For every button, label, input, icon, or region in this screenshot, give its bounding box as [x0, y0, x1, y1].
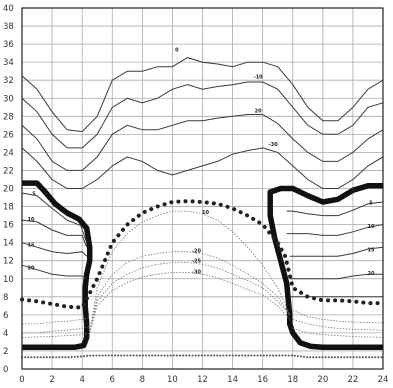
y-tick-label-15: 30 — [3, 94, 14, 104]
curve-labels: 0 -10 20 -30 5 10 15 20 10 -20 -25 -30 5 10 15 20 — [28, 47, 375, 277]
series-line-21 — [22, 326, 90, 334]
curve-label-15: 20 — [367, 271, 374, 277]
curve-label-10: -25 — [192, 259, 202, 265]
x-tick-label-4: 8 — [140, 375, 145, 385]
curve-label-3: -30 — [269, 142, 279, 148]
series-line-13 — [289, 273, 383, 280]
curve-label-14: 15 — [367, 248, 374, 254]
series-line-20 — [22, 317, 90, 325]
y-tick-label-4: 8 — [3, 293, 8, 303]
curve-label-12: 5 — [369, 201, 373, 207]
x-tick-label-2: 4 — [79, 375, 84, 385]
curve-label-1: -10 — [254, 74, 264, 80]
series-line-2 — [21, 114, 384, 171]
curve-label-0: 0 — [175, 47, 179, 53]
series-line-18 — [89, 262, 290, 333]
curve-label-4: 5 — [32, 192, 36, 198]
x-tick-label-0: 0 — [19, 375, 24, 385]
curve-label-9: -20 — [192, 249, 202, 255]
series-line-24 — [292, 319, 384, 331]
y-tick-label-1: 2 — [3, 347, 8, 357]
series-line-25 — [292, 309, 384, 324]
y-tick-label-18: 36 — [3, 40, 14, 50]
y-tick-label-19: 38 — [3, 22, 14, 32]
x-tick-label-10: 20 — [317, 375, 328, 385]
y-tick-label-6: 12 — [3, 257, 14, 267]
y-tick-label-10: 20 — [3, 185, 14, 195]
series-line-9 — [21, 264, 87, 280]
y-tick-label-14: 28 — [3, 112, 14, 122]
y-tick-label-3: 6 — [3, 311, 8, 321]
y-tick-label-0: 0 — [3, 365, 8, 375]
y-tick-label-9: 18 — [3, 203, 14, 213]
series-line-11 — [286, 224, 384, 236]
y-tick-label-12: 24 — [3, 148, 14, 158]
curve-label-7: 20 — [28, 266, 35, 272]
series-line-3 — [21, 147, 384, 189]
series-line-19 — [89, 272, 290, 334]
x-tick-label-8: 16 — [257, 375, 268, 385]
x-tick-label-7: 14 — [227, 375, 238, 385]
series-line-23 — [292, 328, 384, 338]
series-line-1 — [21, 81, 384, 149]
series-line-6 — [21, 192, 88, 243]
series-line-8 — [21, 242, 88, 257]
x-tick-label-3: 6 — [110, 375, 115, 385]
plot-border — [21, 7, 384, 370]
series-line-4 — [22, 180, 93, 351]
y-tick-label-20: 40 — [3, 4, 14, 14]
curve-label-2: 20 — [255, 109, 262, 115]
x-tick-label-6: 12 — [197, 375, 208, 385]
y-tick-label-13: 26 — [3, 130, 14, 140]
curve-label-8: 10 — [202, 210, 209, 216]
plot-frame — [21, 7, 384, 370]
series-line-26 — [21, 354, 384, 359]
series-line-7 — [21, 219, 88, 248]
y-tick-label-7: 14 — [3, 239, 14, 249]
y-tick-label-8: 16 — [3, 221, 14, 231]
x-tick-label-1: 2 — [49, 375, 54, 385]
series-line-5 — [267, 183, 383, 351]
curve-label-5: 10 — [28, 217, 35, 223]
series-line-22 — [21, 332, 90, 338]
x-tick-label-9: 18 — [287, 375, 298, 385]
series-line-16 — [89, 210, 291, 333]
series-line-10 — [286, 201, 384, 217]
series-line-15 — [20, 199, 385, 310]
series-line-0 — [21, 57, 384, 133]
y-tick-label-16: 32 — [3, 76, 14, 86]
x-tick-label-11: 22 — [348, 375, 359, 385]
series-line-17 — [89, 251, 291, 333]
y-tick-label-2: 4 — [3, 329, 8, 339]
x-tick-label-12: 24 — [378, 375, 389, 385]
y-tick-label-5: 10 — [3, 275, 14, 285]
curve-label-6: 15 — [28, 242, 35, 248]
x-tick-label-5: 10 — [167, 375, 178, 385]
y-tick-label-11: 22 — [3, 166, 14, 176]
curve-label-11: -30 — [192, 269, 202, 275]
curve-label-13: 10 — [367, 224, 374, 230]
series-layer — [20, 57, 385, 359]
series-line-12 — [289, 246, 384, 257]
y-tick-label-17: 34 — [3, 58, 14, 68]
